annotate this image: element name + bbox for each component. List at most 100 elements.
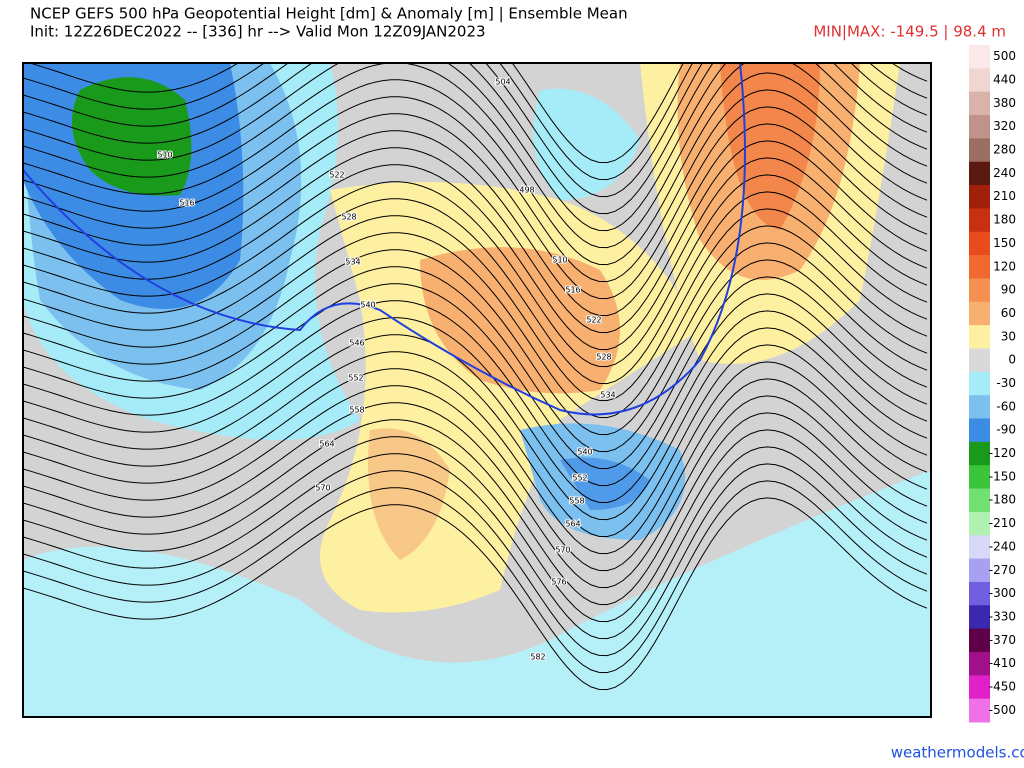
contour-label: 498: [519, 186, 534, 195]
contour-label: 510: [552, 256, 567, 265]
colorbar-swatch: [969, 301, 990, 326]
colorbar-swatch: [969, 208, 990, 233]
contour-line: [23, 480, 928, 674]
colorbar-label: 150: [993, 236, 1016, 250]
title: NCEP GEFS 500 hPa Geopotential Height [d…: [30, 5, 628, 23]
colorbar-swatch: [969, 348, 990, 373]
colorbar-swatch: [969, 91, 990, 116]
colorbar-swatch: [969, 535, 990, 560]
contour-label: 528: [596, 353, 611, 362]
contour-label: 522: [329, 171, 344, 180]
contour-label: 504: [495, 78, 510, 87]
colorbar-label: -30: [996, 376, 1016, 390]
contour-label: 570: [555, 546, 570, 555]
contour-label: 558: [569, 497, 584, 506]
colorbar-label: 120: [993, 259, 1016, 273]
colorbar-label: -300: [989, 586, 1016, 600]
colorbar-swatch: [969, 255, 990, 279]
colorbar-swatch: [969, 651, 990, 676]
colorbar-label: 60: [1001, 306, 1016, 320]
colorbar-label: 320: [993, 119, 1016, 133]
contour-label: 564: [565, 520, 580, 529]
colorbar-label: -150: [989, 469, 1016, 483]
contour-label: 564: [319, 440, 334, 449]
colorbar-label: 30: [1001, 329, 1016, 343]
contour-line: [23, 412, 928, 606]
colorbar-swatch: [969, 581, 990, 606]
credit[interactable]: weathermodels.com: [891, 744, 1024, 762]
colorbar-label: -210: [989, 516, 1016, 530]
colorbar-label: -240: [989, 539, 1016, 553]
colorbar-swatch: [969, 395, 990, 420]
contour-line: [23, 63, 928, 249]
colorbar-swatch: [969, 325, 990, 349]
colorbar-swatch: [969, 511, 990, 536]
colorbar-label: -410: [989, 656, 1016, 670]
colorbar-swatch: [969, 68, 990, 93]
contour-label: 552: [348, 374, 363, 383]
colorbar-swatch: [969, 558, 990, 583]
contour-label: 552: [572, 474, 587, 483]
contour-line: [23, 429, 928, 623]
colorbar-label: 210: [993, 189, 1016, 203]
contour-line: [23, 89, 928, 283]
contour-line: [23, 242, 928, 436]
contour-line: [23, 497, 928, 691]
contour-line: [23, 310, 928, 504]
colorbar-label: -60: [996, 399, 1016, 413]
colorbar-swatch: [969, 185, 990, 209]
contour-line: [23, 63, 928, 215]
contour-line: [23, 225, 928, 419]
contour-label: 570: [315, 484, 330, 493]
colorbar-swatch: [969, 138, 990, 163]
colorbar-label: -180: [989, 493, 1016, 507]
contour-line: [23, 63, 928, 181]
contour-line: [23, 106, 928, 300]
contour-line: [28, 63, 928, 164]
colorbar-swatch: [969, 278, 990, 303]
contour-label: 576: [551, 578, 566, 587]
contour-line: [23, 344, 928, 538]
contour-line: [23, 140, 928, 334]
colorbar-swatch: [969, 465, 990, 490]
colorbar-label: 500: [993, 49, 1016, 63]
contour-line: [23, 378, 928, 572]
colorbar-label: -450: [989, 679, 1016, 693]
contour-line: [23, 327, 928, 521]
colorbar-swatch: [969, 675, 990, 700]
colorbar-label: -120: [989, 446, 1016, 460]
contour-line: [23, 395, 928, 589]
colorbar-label: 240: [993, 166, 1016, 180]
colorbar-label: -500: [989, 703, 1016, 717]
contour-label: 510: [157, 151, 172, 160]
contour-label: 582: [530, 653, 545, 662]
contour-label: 528: [341, 213, 356, 222]
contour-line: [23, 208, 928, 402]
colorbar-swatch: [969, 115, 990, 139]
colorbar-label: -270: [989, 563, 1016, 577]
contour-line: [23, 446, 928, 640]
colorbar-swatch: [969, 698, 990, 723]
contour-label: 558: [349, 406, 364, 415]
subtitle: Init: 12Z26DEC2022 -- [336] hr --> Valid…: [30, 23, 486, 41]
contour-label: 522: [586, 316, 601, 325]
colorbar-swatch: [969, 418, 990, 443]
contour-line: [23, 157, 928, 351]
contour-line: [23, 259, 928, 453]
contour-label: 516: [565, 286, 580, 295]
colorbar-label: 90: [1001, 283, 1016, 297]
colorbar-swatch: [969, 45, 990, 69]
map: 504 510 516 522 528 534 540 546 552 558 564 570 498 5…: [23, 63, 931, 717]
colorbar-label: 280: [993, 143, 1016, 157]
colorbar-label: 380: [993, 96, 1016, 110]
colorbar-swatch: [969, 441, 990, 466]
colorbar-swatch: [969, 371, 990, 396]
contour-label: 540: [577, 448, 592, 457]
colorbar-swatch: [969, 231, 990, 256]
contour-label: 516: [179, 199, 194, 208]
colorbar-label: 0: [1008, 353, 1016, 367]
contour-line: [23, 361, 928, 555]
colorbar-swatch: [969, 605, 990, 630]
colorbar-label: 440: [993, 73, 1016, 87]
